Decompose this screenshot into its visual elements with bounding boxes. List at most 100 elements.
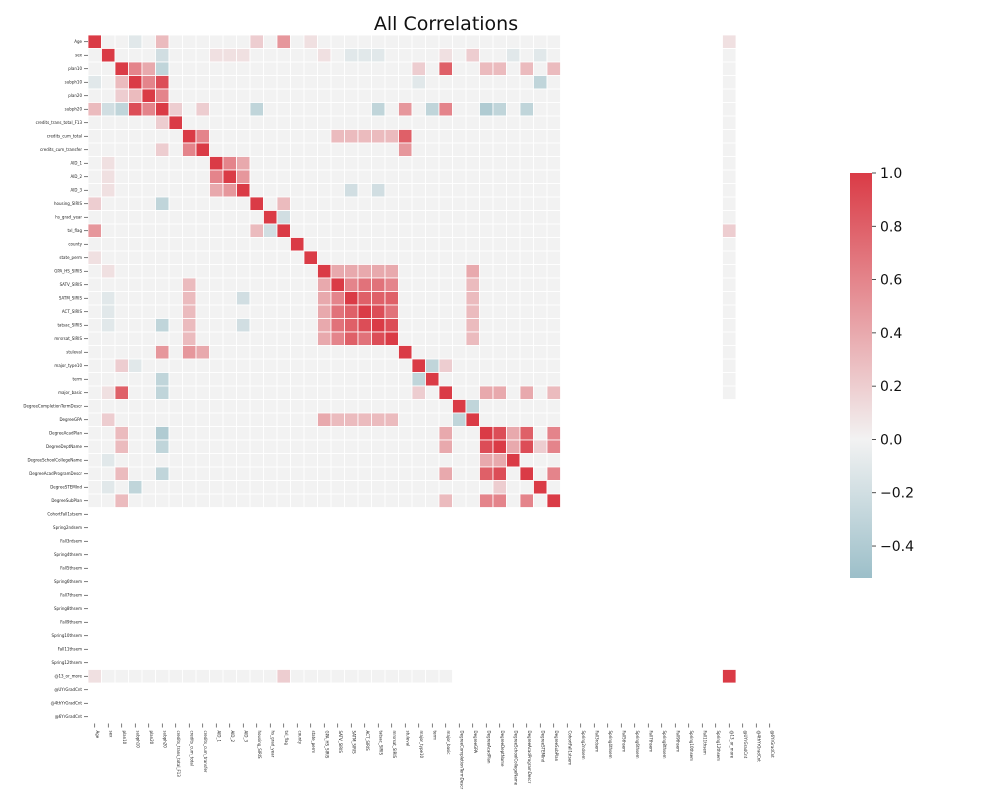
heatmap-cell (276, 237, 291, 252)
x-tick-label: @UYrGradCnt (743, 731, 748, 759)
heatmap-cell (276, 318, 291, 333)
heatmap-cell (519, 169, 534, 184)
heatmap-cell (222, 318, 237, 333)
heatmap-cell (168, 223, 183, 238)
heatmap-cell (330, 439, 345, 454)
heatmap-cell (330, 169, 345, 184)
heatmap-cell (195, 277, 210, 292)
heatmap-cell (384, 210, 399, 225)
heatmap-cell (276, 196, 291, 211)
heatmap-cell (533, 210, 548, 225)
heatmap-cell (182, 250, 197, 265)
heatmap-cell (168, 169, 183, 184)
heatmap-cell (249, 75, 264, 90)
heatmap-cell (168, 399, 183, 414)
heatmap-cell (141, 412, 156, 427)
heatmap-cell (263, 466, 278, 481)
heatmap-cell (276, 358, 291, 373)
heatmap-cell (452, 277, 467, 292)
x-tick-label: SATM_SIRIS (352, 731, 357, 755)
heatmap-cell (236, 61, 251, 76)
heatmap-cell (195, 169, 210, 184)
heatmap-cell (209, 264, 224, 279)
heatmap-cell (290, 237, 305, 252)
heatmap-cell (141, 61, 156, 76)
heatmap-cell (155, 480, 170, 495)
heatmap-cell (344, 115, 359, 130)
heatmap-cell (114, 318, 129, 333)
y-tick-label: DegreeSubPlan (51, 498, 82, 503)
heatmap-cell (384, 331, 399, 346)
heatmap-cell (492, 345, 507, 360)
heatmap-cell (209, 412, 224, 427)
heatmap-cell (425, 331, 440, 346)
heatmap-cell (182, 345, 197, 360)
heatmap-cell (195, 385, 210, 400)
heatmap-cell (533, 129, 548, 144)
heatmap-cell (344, 142, 359, 157)
heatmap-cell (371, 385, 386, 400)
heatmap-cell (533, 439, 548, 454)
heatmap-cell (357, 480, 372, 495)
heatmap-cell (438, 75, 453, 90)
heatmap-cell (209, 372, 224, 387)
heatmap-cell (317, 453, 332, 468)
heatmap-cell (533, 493, 548, 508)
heatmap-cell (290, 412, 305, 427)
heatmap-cell (155, 669, 170, 684)
heatmap-cell (357, 466, 372, 481)
heatmap-cell (155, 277, 170, 292)
heatmap-cell (101, 88, 116, 103)
heatmap-cell (533, 48, 548, 63)
heatmap-cell (290, 331, 305, 346)
heatmap-cell (411, 142, 426, 157)
heatmap-cell (425, 61, 440, 76)
heatmap-cell (209, 75, 224, 90)
heatmap-cell (438, 453, 453, 468)
heatmap-cell (87, 372, 102, 387)
heatmap-cell (87, 61, 102, 76)
heatmap-cell (128, 169, 143, 184)
heatmap-cell (398, 264, 413, 279)
heatmap-cell (438, 493, 453, 508)
heatmap-cell (303, 264, 318, 279)
heatmap-cell (398, 291, 413, 306)
heatmap-cell (479, 115, 494, 130)
heatmap-cell (87, 156, 102, 171)
heatmap-cell (438, 156, 453, 171)
heatmap-cell (357, 75, 372, 90)
heatmap-cell (533, 34, 548, 49)
heatmap-cell (506, 331, 521, 346)
heatmap-cell (330, 399, 345, 414)
heatmap-cell (222, 331, 237, 346)
heatmap-cell (128, 115, 143, 130)
heatmap-cell (101, 142, 116, 157)
heatmap-cell (492, 264, 507, 279)
heatmap-cell (182, 264, 197, 279)
heatmap-cell (371, 493, 386, 508)
heatmap-cell (506, 142, 521, 157)
y-tick-label: hs_grad_year (55, 215, 82, 220)
heatmap-cell (452, 345, 467, 360)
heatmap-cell (317, 196, 332, 211)
heatmap-cell (249, 277, 264, 292)
heatmap-cell (317, 399, 332, 414)
heatmap-cell (222, 223, 237, 238)
heatmap-cell (344, 358, 359, 373)
heatmap-cell (533, 385, 548, 400)
heatmap-cell (290, 439, 305, 454)
heatmap-cell (141, 115, 156, 130)
heatmap-cell (425, 372, 440, 387)
heatmap-cell (722, 75, 737, 90)
heatmap-cell (195, 102, 210, 117)
heatmap-cell (209, 129, 224, 144)
heatmap-cell (209, 669, 224, 684)
heatmap-cell (101, 291, 116, 306)
heatmap-cell (330, 345, 345, 360)
heatmap-cell (249, 34, 264, 49)
heatmap-cell (290, 210, 305, 225)
heatmap-cell (452, 48, 467, 63)
heatmap-cell (425, 250, 440, 265)
heatmap-cell (182, 439, 197, 454)
heatmap-cell (506, 115, 521, 130)
